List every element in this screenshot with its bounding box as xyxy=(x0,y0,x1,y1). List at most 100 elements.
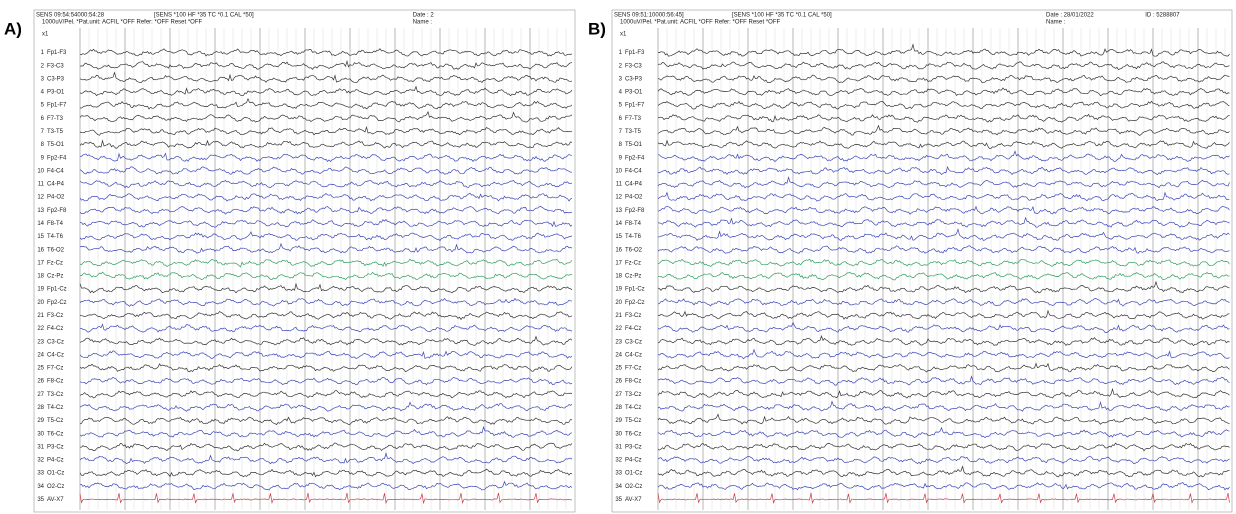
eeg-trace xyxy=(657,387,1230,399)
channel-label: T4-T6 xyxy=(625,234,642,240)
channel-label: Fp2-F4 xyxy=(47,155,67,161)
eeg-trace xyxy=(657,455,1230,465)
channel-label: T3-T5 xyxy=(47,129,64,135)
channel-label: P4-O2 xyxy=(625,195,643,201)
eeg-trace xyxy=(79,425,573,438)
channel-label: F7-Cz xyxy=(625,366,641,372)
channel-number: 33 xyxy=(615,471,622,477)
channel-number: 34 xyxy=(37,484,44,490)
channel-number: 32 xyxy=(615,458,622,464)
eeg-trace xyxy=(657,321,1230,333)
channel-label: O2-Cz xyxy=(47,484,64,490)
channel-label: F4-Cz xyxy=(47,326,63,332)
panel-frame xyxy=(33,9,576,513)
channel-number: 22 xyxy=(37,326,44,332)
eeg-trace xyxy=(79,85,573,97)
channel-label: F4-C4 xyxy=(47,168,64,174)
eeg-trace xyxy=(79,152,573,163)
channel-number: 30 xyxy=(615,431,622,437)
eeg-trace xyxy=(657,426,1230,439)
eeg-trace xyxy=(657,191,1230,202)
channel-number: 5 xyxy=(619,103,623,109)
channel-number: 17 xyxy=(37,260,44,266)
eeg-trace xyxy=(657,271,1230,281)
eeg-trace xyxy=(657,348,1230,360)
eeg-trace xyxy=(657,258,1230,267)
panel-label: A) xyxy=(4,19,22,38)
channel-label: P3-Cz xyxy=(47,444,64,450)
channel-number: 10 xyxy=(615,168,622,174)
channel-number: 3 xyxy=(41,76,45,82)
channel-label: F7-T3 xyxy=(625,116,642,122)
eeg-trace xyxy=(657,227,1230,241)
eeg-trace xyxy=(657,216,1230,228)
eeg-trace xyxy=(79,192,573,202)
header-line2: 1000uV/Pel. *Pat.unit: ACFIL *OFF Refer:… xyxy=(620,20,781,26)
channel-number: 28 xyxy=(37,405,44,411)
channel-number: 35 xyxy=(37,497,44,503)
eeg-trace xyxy=(79,271,573,281)
channel-number: 27 xyxy=(615,392,622,398)
channel-number: 6 xyxy=(619,116,623,122)
eeg-trace xyxy=(657,205,1230,215)
eeg-trace xyxy=(79,376,573,386)
channel-label: Fp2-F4 xyxy=(625,155,645,161)
header-date: Date : 2 xyxy=(413,13,435,19)
panel-label: B) xyxy=(588,19,606,38)
header-name: Name : xyxy=(1046,20,1066,26)
eeg-trace xyxy=(79,297,573,307)
eeg-trace xyxy=(657,413,1230,425)
channel-number: 24 xyxy=(615,352,622,358)
channel-number: 11 xyxy=(616,182,623,188)
channel-label: P4-Cz xyxy=(47,458,64,464)
header-name: Name : xyxy=(413,20,433,26)
channel-label: Cz-Pz xyxy=(47,274,63,280)
channel-number: 10 xyxy=(37,168,44,174)
channel-number: 21 xyxy=(615,313,622,319)
channel-number: 22 xyxy=(615,326,622,332)
eeg-trace xyxy=(657,87,1230,97)
eeg-trace xyxy=(79,468,573,478)
channel-label: Fp2-Cz xyxy=(625,300,645,306)
channel-number: 8 xyxy=(619,142,623,148)
channel-label: T5-O1 xyxy=(47,142,65,148)
channel-number: 4 xyxy=(41,90,45,96)
channel-number: 25 xyxy=(615,366,622,372)
channel-label: Fp2-F8 xyxy=(47,208,67,214)
eeg-panel: A) SENS 09:54:54000:54:28 [SENS *100 HF *3… xyxy=(4,9,576,513)
channel-number: 2 xyxy=(619,63,623,69)
channel-label: C4-Cz xyxy=(47,352,64,358)
eeg-trace xyxy=(658,43,1230,57)
channel-label: F4-Cz xyxy=(625,326,641,332)
channel-label: Fp1-F7 xyxy=(47,103,67,109)
eeg-trace xyxy=(79,335,573,346)
channel-label: T5-Cz xyxy=(47,418,63,424)
channel-number: 14 xyxy=(37,221,44,227)
eeg-trace xyxy=(657,113,1230,123)
channel-number: 17 xyxy=(615,260,622,266)
channel-number: 29 xyxy=(37,418,44,424)
channel-number: 20 xyxy=(37,300,44,306)
channel-number: 27 xyxy=(37,392,44,398)
channel-label: Fp1-F3 xyxy=(47,50,67,56)
eeg-trace xyxy=(79,416,573,426)
channel-number: 24 xyxy=(37,352,44,358)
eeg-trace xyxy=(657,124,1230,136)
header-settings: [SENS *100 HF *35 TC *0.1 CAL *50] xyxy=(154,13,254,19)
channel-label: C3-P3 xyxy=(625,76,643,82)
eeg-trace xyxy=(657,100,1230,110)
channel-number: 16 xyxy=(37,247,44,253)
channel-label: F8-Cz xyxy=(47,379,63,385)
channel-label: P4-Cz xyxy=(625,458,642,464)
channel-label: C4-P4 xyxy=(625,182,643,188)
channel-number: 4 xyxy=(619,90,623,96)
eeg-trace xyxy=(657,465,1230,478)
header-sens: SENS 09:51:10000:56:45] xyxy=(614,13,684,19)
channel-label: F8-Cz xyxy=(625,379,641,385)
channel-number: 14 xyxy=(615,221,622,227)
eeg-trace xyxy=(657,309,1230,320)
eeg-trace xyxy=(657,150,1230,162)
channel-number: 9 xyxy=(619,155,623,161)
channel-label: F3-C3 xyxy=(47,63,64,69)
